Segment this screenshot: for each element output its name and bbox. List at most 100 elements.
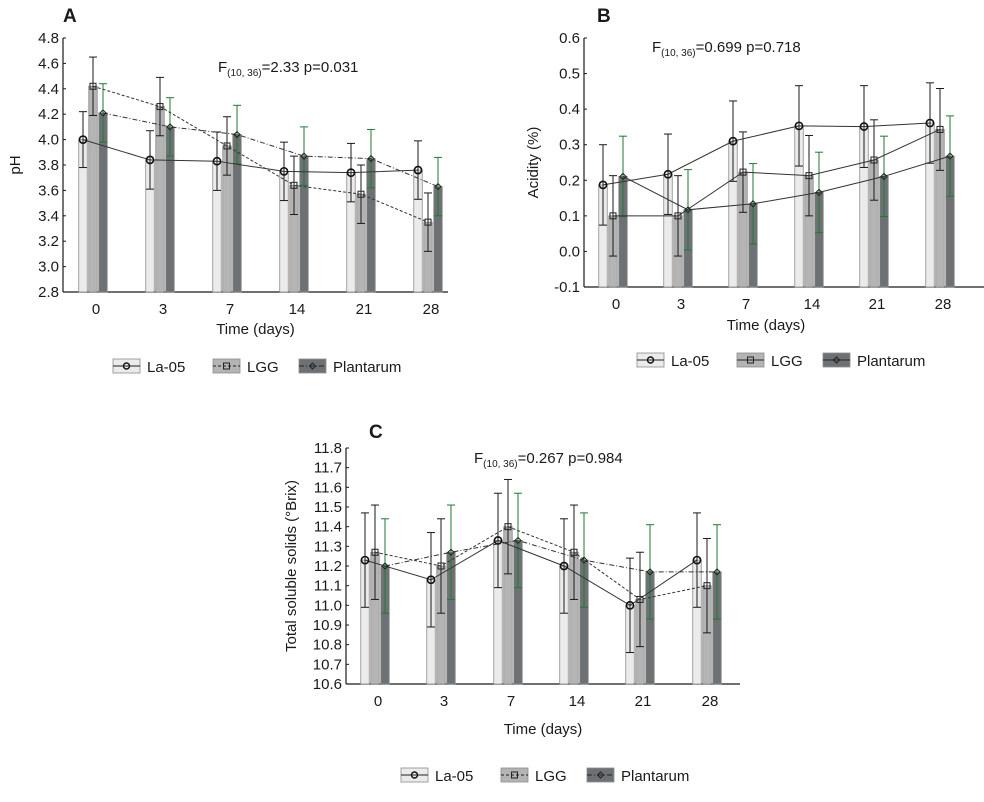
marker-plantarum-day-28 bbox=[434, 182, 442, 191]
line-lgg bbox=[613, 128, 941, 217]
marker-lgg-day-21 bbox=[636, 595, 644, 603]
y-tick-label: 4.6 bbox=[38, 55, 59, 72]
marker-la-05-day-21 bbox=[346, 168, 356, 178]
marker-plantarum-day-28 bbox=[713, 568, 721, 576]
marker-plantarum-day-3 bbox=[684, 206, 692, 214]
marker-la-05-day-14 bbox=[794, 121, 804, 131]
x-tick-label: 14 bbox=[804, 296, 821, 313]
marker-lgg-day-3 bbox=[437, 562, 445, 570]
marker-la-05-day-0 bbox=[78, 135, 88, 144]
y-tick-label: 0.5 bbox=[559, 66, 580, 83]
y-tick-label: 0.4 bbox=[559, 101, 580, 118]
panel-label: B bbox=[597, 6, 611, 27]
stat-annotation: F(10, 36)=0.699 p=0.718 bbox=[652, 39, 801, 59]
x-axis-title: Time (days) bbox=[727, 317, 806, 334]
y-tick-label: 11.7 bbox=[314, 460, 342, 477]
y-tick-label: 0.6 bbox=[559, 30, 580, 47]
marker-plantarum-day-14 bbox=[580, 556, 588, 564]
line-plantarum bbox=[384, 539, 717, 573]
legend-item-la-05: La-05 bbox=[112, 358, 185, 376]
marker-lgg-day-7 bbox=[223, 142, 231, 150]
marker-la-05-day-0 bbox=[360, 555, 370, 565]
line-la-05 bbox=[82, 139, 419, 174]
line-la-05 bbox=[602, 122, 931, 186]
legend-item-lgg: LGG bbox=[500, 767, 567, 785]
x-tick-label: 0 bbox=[374, 693, 382, 710]
legend-item-lgg: LGG bbox=[212, 358, 279, 376]
marker-la-05-day-0 bbox=[598, 180, 608, 190]
legend-item-la-05: La-05 bbox=[400, 767, 473, 785]
marker-la-05-day-7 bbox=[212, 156, 222, 166]
legend-circle-icon bbox=[122, 362, 131, 370]
legend-label: LGG bbox=[771, 353, 803, 370]
line-plantarum bbox=[622, 155, 951, 211]
legend-diamond-icon bbox=[832, 356, 841, 364]
marker-lgg-day-14 bbox=[805, 172, 813, 180]
legend-item-plantarum: Plantarum bbox=[822, 352, 925, 370]
legend-label: LGG bbox=[535, 768, 567, 785]
marker-lgg-day-3 bbox=[156, 103, 164, 111]
marker-plantarum-day-14 bbox=[300, 152, 308, 160]
marker-lgg-day-3 bbox=[674, 212, 682, 220]
marker-plantarum-day-21 bbox=[880, 172, 888, 181]
y-tick-label: 11.3 bbox=[314, 538, 342, 555]
marker-lgg-day-28 bbox=[936, 125, 944, 133]
y-tick-label: 2.8 bbox=[38, 284, 59, 301]
marker-la-05-day-28 bbox=[925, 118, 935, 128]
marker-la-05-day-21 bbox=[625, 600, 635, 610]
y-tick-label: 11.6 bbox=[314, 479, 342, 496]
stat-subscript: (10, 36) bbox=[227, 68, 261, 79]
chart-panel-a: A 2.8 3.0 3.2 3.4 3.6 3.8 4.0 4.2 4.4 4.6 4.8 pH 0 3 7 1… bbox=[7, 6, 448, 376]
y-tick-label: 0.3 bbox=[559, 137, 580, 154]
marker-la-05-day-3 bbox=[426, 575, 436, 585]
stat-annotation: F(10, 36)=0.267 p=0.984 bbox=[474, 450, 623, 470]
marker-lgg-day-14 bbox=[290, 181, 298, 189]
marker-lgg-day-28 bbox=[703, 582, 711, 590]
x-tick-label: 28 bbox=[423, 301, 440, 318]
stat-prefix: F bbox=[474, 450, 483, 467]
marker-la-05-day-28 bbox=[692, 555, 702, 565]
chart-panel-c: C 10.6 10.7 10.8 10.9 11.0 11.1 11.2 11.3 11.4 11.… bbox=[283, 422, 740, 785]
marker-lgg-day-0 bbox=[371, 548, 379, 556]
marker-plantarum-day-0 bbox=[619, 172, 627, 181]
marker-lgg-day-14 bbox=[570, 548, 578, 556]
y-tick-label: 3.6 bbox=[38, 182, 59, 199]
stat-value: =2.33 p=0.031 bbox=[262, 59, 359, 76]
legend-label: Plantarum bbox=[333, 359, 401, 376]
marker-lgg-day-28 bbox=[424, 218, 432, 226]
y-tick-label: 10.7 bbox=[313, 656, 342, 673]
x-tick-label: 3 bbox=[440, 693, 448, 710]
line-lgg bbox=[92, 85, 429, 223]
y-tick-label: 4.0 bbox=[38, 132, 59, 149]
marker-plantarum-day-3 bbox=[447, 548, 455, 556]
legend-item-lgg: LGG bbox=[736, 352, 803, 370]
marker-lgg-day-0 bbox=[609, 212, 617, 220]
legend-label: La-05 bbox=[671, 353, 709, 370]
y-tick-label: 11.1 bbox=[314, 578, 342, 595]
legend-diamond-icon bbox=[596, 771, 605, 779]
y-axis-title: pH bbox=[7, 155, 24, 174]
marker-la-05-day-3 bbox=[145, 155, 155, 165]
marker-la-05-day-28 bbox=[413, 165, 423, 175]
panel-label: A bbox=[63, 6, 77, 27]
y-tick-label: 4.2 bbox=[38, 106, 59, 123]
marker-plantarum-day-21 bbox=[646, 568, 654, 576]
line-la-05 bbox=[364, 539, 698, 606]
legend-square-icon bbox=[511, 771, 518, 779]
legend: La-05 LGG Plantarum bbox=[400, 767, 689, 785]
legend-label: LGG bbox=[247, 359, 279, 376]
x-tick-label: 0 bbox=[92, 301, 100, 318]
marker-la-05-day-7 bbox=[493, 536, 503, 545]
y-tick-label: 10.8 bbox=[313, 637, 342, 654]
y-tick-label: 4.8 bbox=[38, 30, 59, 47]
legend-label: Plantarum bbox=[857, 353, 925, 370]
x-tick-label: 28 bbox=[702, 693, 719, 710]
y-tick-label: 3.4 bbox=[38, 208, 59, 225]
y-tick-label: 11.5 bbox=[314, 499, 342, 516]
marker-plantarum-day-21 bbox=[367, 154, 375, 163]
x-tick-label: 28 bbox=[935, 296, 952, 313]
y-tick-label: 4.4 bbox=[38, 81, 59, 98]
marker-lgg-day-7 bbox=[739, 168, 747, 176]
x-tick-label: 7 bbox=[742, 296, 750, 313]
marker-plantarum-day-28 bbox=[946, 152, 954, 160]
